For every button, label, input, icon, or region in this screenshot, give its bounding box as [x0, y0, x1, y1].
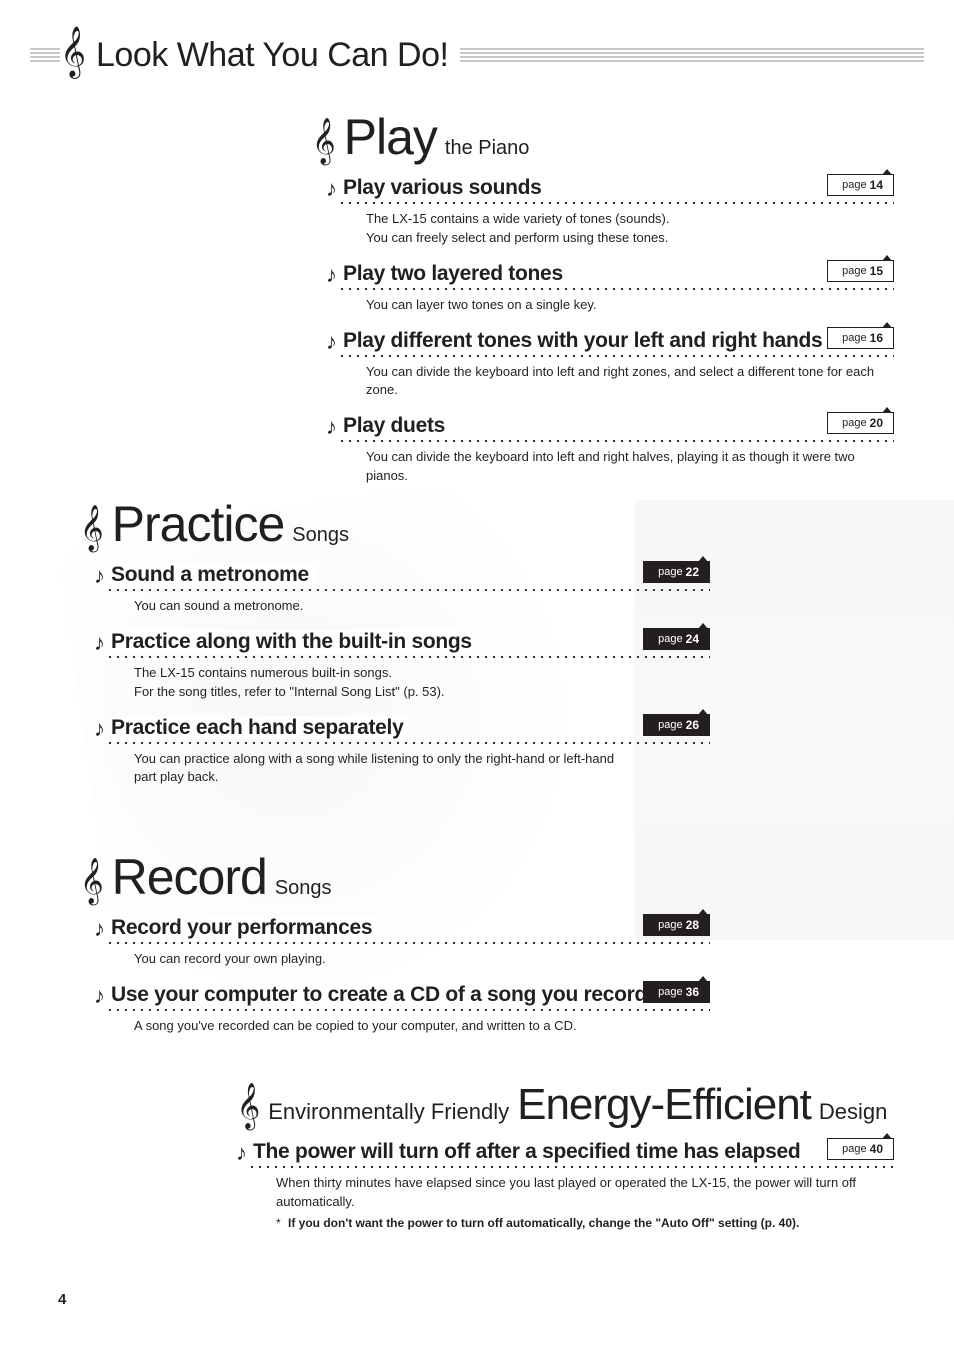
item-title: Play two layered tones — [343, 262, 569, 286]
page-ref-tag: page 40 — [827, 1138, 894, 1160]
leader-dots — [106, 942, 710, 944]
item-body: You can divide the keyboard into left an… — [366, 448, 894, 486]
item-title: Practice along with the built-in songs — [111, 630, 478, 654]
section-heading: 𝄞 Record Songs — [80, 848, 640, 906]
asterisk-icon: * — [276, 1216, 281, 1230]
item-body: You can record your own playing. — [134, 950, 640, 969]
feature-item: ♪ Play two layered tones page 15 You can… — [326, 262, 894, 315]
page-ref-tag: page 15 — [827, 260, 894, 282]
page-ref-tag: page 14 — [827, 174, 894, 196]
item-title: Record your performances — [111, 916, 378, 940]
section-heading: 𝄞 Practice Songs — [80, 495, 640, 553]
section-title-small: Songs — [292, 524, 349, 547]
leader-dots — [338, 288, 894, 290]
item-title: Play duets — [343, 414, 451, 438]
eighth-note-icon: ♪ — [326, 416, 337, 438]
treble-clef-icon: 𝄞 — [237, 1090, 261, 1122]
eighth-note-icon: ♪ — [236, 1142, 247, 1164]
section-practice: 𝄞 Practice Songs ♪ Sound a metronome pag… — [80, 495, 640, 801]
eighth-note-icon: ♪ — [326, 264, 337, 286]
section-title-big: Play — [344, 108, 437, 166]
section-title-big: Practice — [112, 495, 285, 553]
treble-clef-icon: 𝄞 — [80, 865, 104, 897]
eighth-note-icon: ♪ — [326, 178, 337, 200]
feature-item: ♪ Play different tones with your left an… — [326, 329, 894, 401]
feature-item: ♪ The power will turn off after a specif… — [236, 1140, 894, 1230]
eighth-note-icon: ♪ — [94, 718, 105, 740]
leader-dots — [338, 355, 894, 357]
item-title: The power will turn off after a specifie… — [253, 1140, 806, 1164]
page-title-wrap: 𝄞 Look What You Can Do! — [60, 34, 460, 75]
feature-item: ♪ Use your computer to create a CD of a … — [94, 983, 640, 1036]
item-body: You can sound a metronome. — [134, 597, 640, 616]
section-heading: 𝄞 Environmentally Friendly Energy-Effici… — [230, 1080, 894, 1130]
section-record: 𝄞 Record Songs ♪ Record your performance… — [80, 848, 640, 1050]
page-title: Look What You Can Do! — [96, 36, 448, 75]
leader-dots — [106, 742, 710, 744]
page-ref-tag: page 26 — [643, 714, 710, 736]
section-title-post: Design — [819, 1099, 887, 1125]
page-ref-tag: page 16 — [827, 327, 894, 349]
feature-item: ♪ Play duets page 20 You can divide the … — [326, 414, 894, 486]
item-title: Use your computer to create a CD of a so… — [111, 983, 677, 1007]
page-ref-tag: page 36 — [643, 981, 710, 1003]
eighth-note-icon: ♪ — [326, 331, 337, 353]
item-title: Play various sounds — [343, 176, 548, 200]
feature-item: ♪ Play various sounds page 14 The LX-15 … — [326, 176, 894, 248]
eighth-note-icon: ♪ — [94, 985, 105, 1007]
item-title: Sound a metronome — [111, 563, 315, 587]
section-title-pre: Environmentally Friendly — [268, 1099, 509, 1125]
section-play: 𝄞 Play the Piano ♪ Play various sounds p… — [312, 108, 894, 500]
page-ref-tag: page 24 — [643, 628, 710, 650]
page-number: 4 — [58, 1291, 66, 1308]
treble-clef-icon: 𝄞 — [60, 34, 86, 69]
section-title-small: the Piano — [445, 137, 530, 160]
treble-clef-icon: 𝄞 — [80, 512, 104, 544]
item-body: The LX-15 contains numerous built-in son… — [134, 664, 640, 702]
feature-item: ♪ Record your performances page 28 You c… — [94, 916, 640, 969]
treble-clef-icon: 𝄞 — [312, 125, 336, 157]
item-footnote: * If you don't want the power to turn of… — [276, 1216, 894, 1230]
leader-dots — [338, 440, 894, 442]
item-title: Play different tones with your left and … — [343, 329, 828, 353]
item-title: Practice each hand separately — [111, 716, 409, 740]
leader-dots — [338, 202, 894, 204]
page-ref-tag: page 20 — [827, 412, 894, 434]
eighth-note-icon: ♪ — [94, 918, 105, 940]
feature-item: ♪ Practice along with the built-in songs… — [94, 630, 640, 702]
leader-dots — [106, 589, 710, 591]
leader-dots — [248, 1166, 894, 1168]
item-body: The LX-15 contains a wide variety of ton… — [366, 210, 894, 248]
item-body: A song you've recorded can be copied to … — [134, 1017, 640, 1036]
section-title-big: Energy-Efficient — [517, 1080, 811, 1130]
item-body: When thirty minutes have elapsed since y… — [276, 1174, 894, 1212]
eighth-note-icon: ♪ — [94, 565, 105, 587]
feature-item: ♪ Sound a metronome page 22 You can soun… — [94, 563, 640, 616]
section-energy-efficient: 𝄞 Environmentally Friendly Energy-Effici… — [230, 1080, 894, 1244]
section-heading: 𝄞 Play the Piano — [312, 108, 894, 166]
item-body: You can practice along with a song while… — [134, 750, 640, 788]
section-title-small: Songs — [275, 877, 332, 900]
item-body: You can layer two tones on a single key. — [366, 296, 894, 315]
feature-item: ♪ Practice each hand separately page 26 … — [94, 716, 640, 788]
item-body: You can divide the keyboard into left an… — [366, 363, 894, 401]
leader-dots — [106, 1009, 710, 1011]
page-ref-tag: page 28 — [643, 914, 710, 936]
page-ref-tag: page 22 — [643, 561, 710, 583]
section-title-big: Record — [112, 848, 267, 906]
leader-dots — [106, 656, 710, 658]
eighth-note-icon: ♪ — [94, 632, 105, 654]
